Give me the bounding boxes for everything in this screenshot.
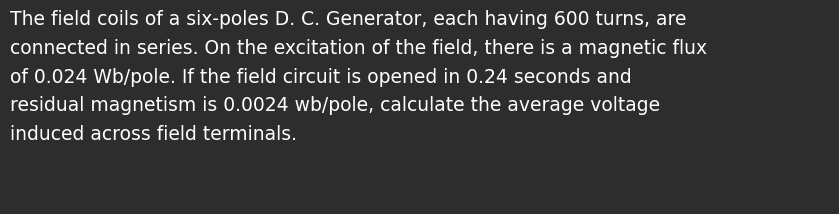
Text: The field coils of a six-poles D. C. Generator, each having 600 turns, are
conne: The field coils of a six-poles D. C. Gen…: [10, 10, 707, 144]
